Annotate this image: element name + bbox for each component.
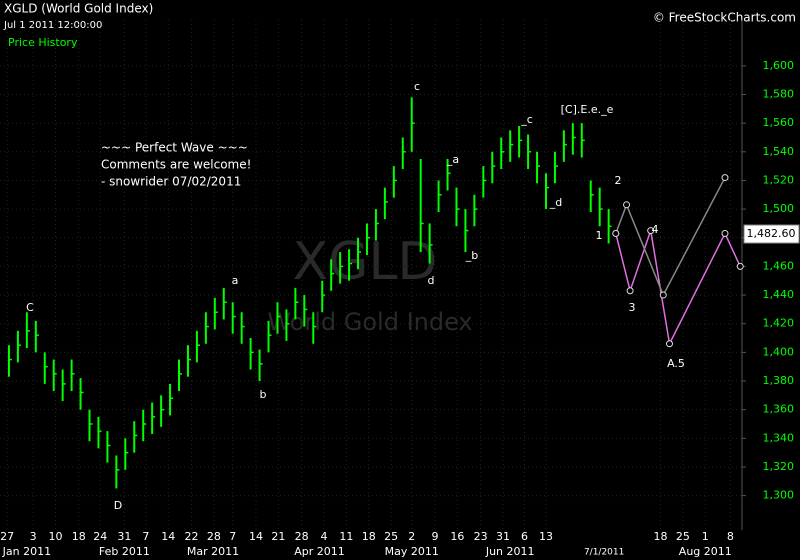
y-tick-label: 1,340 [763, 431, 795, 444]
x-tick-label: 24 [93, 530, 107, 543]
x-tick-label: 31 [117, 530, 131, 543]
panel-label: Price History [8, 36, 78, 49]
y-tick-label: 1,400 [763, 345, 795, 358]
month-label: Aug 2011 [679, 545, 732, 558]
y-tick-label: 1,440 [763, 288, 795, 301]
x-tick-label: 13 [539, 530, 553, 543]
projection-point [647, 227, 655, 235]
comment-line: Comments are welcome! [101, 158, 251, 172]
x-tick-label: 4 [321, 530, 328, 543]
projection-point [623, 201, 631, 209]
wave-label: 3 [629, 301, 636, 314]
x-tick-label: 25 [384, 530, 398, 543]
month-label: May 2011 [385, 545, 439, 558]
last-price-label: 1,482.60 [747, 227, 796, 240]
wave-label: _d [549, 196, 562, 209]
x-tick-label: 3 [30, 530, 37, 543]
wave-label: _b [465, 249, 479, 262]
month-label: Jun 2011 [485, 545, 535, 558]
y-tick-label: 1,580 [763, 87, 795, 100]
chart-subtitle: Jul 1 2011 12:00:00 [3, 20, 102, 31]
wave-label: [C].E.e._e [561, 103, 614, 116]
wave-label: 4 [652, 223, 659, 236]
wave-label: c [414, 80, 420, 93]
x-tick-label: 6 [521, 530, 528, 543]
wave-label: _a [446, 153, 459, 166]
y-tick-label: 1,460 [763, 259, 795, 272]
wave-label: C [26, 301, 34, 314]
y-tick-label: 1,540 [763, 145, 795, 158]
x-tick-label: 25 [676, 530, 690, 543]
x-tick-label: 7 [229, 530, 236, 543]
y-tick-label: 1,600 [763, 59, 795, 72]
x-tick-label: 31 [496, 530, 510, 543]
y-tick-label: 1,300 [763, 489, 795, 502]
x-tick-label: 22 [185, 530, 199, 543]
projection-point [721, 229, 729, 237]
wave-label: b [260, 388, 267, 401]
wave-label: 2 [615, 174, 622, 187]
projection-line [615, 230, 741, 347]
x-tick-label: 21 [271, 530, 285, 543]
y-tick-label: 1,360 [763, 403, 795, 416]
x-tick-label: 14 [161, 530, 175, 543]
month-label: Apr 2011 [294, 545, 345, 558]
month-label: 7/1/2011 [584, 548, 624, 558]
y-tick-label: 1,520 [763, 173, 795, 186]
wave-label: _c [520, 113, 533, 126]
projection-point [666, 340, 674, 348]
x-tick-label: 18 [72, 530, 86, 543]
projection-point [659, 291, 667, 299]
x-tick-label: 28 [295, 530, 309, 543]
x-tick-label: 18 [654, 530, 668, 543]
x-tick-label: 9 [431, 530, 438, 543]
x-tick-label: 8 [727, 530, 734, 543]
last-price-box [743, 224, 800, 244]
comment-line: - snowrider 07/02/2011 [101, 175, 241, 189]
x-tick-label: 2 [408, 530, 415, 543]
projection-line [615, 177, 726, 297]
wave-label: A.5 [667, 357, 685, 370]
comment-line: ~~~ Perfect Wave ~~~ [101, 141, 248, 155]
x-tick-label: 23 [474, 530, 488, 543]
y-tick-label: 1,560 [763, 116, 795, 129]
projection-point [612, 229, 620, 237]
month-label: Feb 2011 [99, 545, 150, 558]
x-tick-label: 18 [362, 530, 376, 543]
wave-label: a [232, 274, 239, 287]
month-label: Jan 2011 [2, 545, 51, 558]
x-tick-label: 28 [207, 530, 221, 543]
watermark: XGLD [293, 232, 438, 292]
chart-title: XGLD (World Gold Index) [4, 2, 153, 16]
wave-label: d [428, 274, 435, 287]
credit: © FreeStockCharts.com [653, 11, 796, 25]
x-tick-label: 14 [249, 530, 263, 543]
x-tick-label: 27 [0, 530, 14, 543]
projection-point [721, 174, 729, 182]
y-tick-label: 1,380 [763, 374, 795, 387]
y-tick-label: 1,320 [763, 460, 795, 473]
x-tick-label: 11 [339, 530, 353, 543]
y-tick-label: 1,420 [763, 317, 795, 330]
wave-label: 1 [596, 229, 603, 242]
x-tick-label: 16 [450, 530, 464, 543]
x-tick-label: 7 [142, 530, 149, 543]
projection-point [626, 287, 634, 295]
projection-point [736, 262, 744, 270]
watermark-sub: World Gold Index [267, 308, 472, 336]
wave-label: D [114, 499, 122, 512]
x-tick-label: 1 [702, 530, 709, 543]
x-tick-label: 10 [48, 530, 62, 543]
month-label: Mar 2011 [187, 545, 239, 558]
y-tick-label: 1,500 [763, 202, 795, 215]
